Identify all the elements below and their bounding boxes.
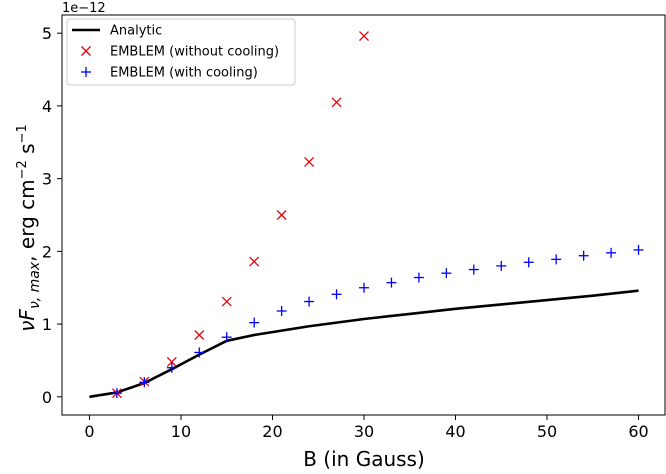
x-tick-label: 0 (84, 422, 94, 441)
point-with-cooling (221, 332, 232, 343)
point-without-cooling (331, 97, 342, 108)
point-with-cooling (551, 254, 562, 265)
point-without-cooling (304, 156, 315, 167)
point-with-cooling (441, 268, 452, 279)
y-tick-label: 4 (42, 97, 52, 116)
x-tick-label: 30 (354, 422, 374, 441)
y-label-main: νF (15, 309, 39, 332)
y-label-unit: , erg cm (15, 179, 39, 261)
y-offset-label: 1e−12 (62, 1, 106, 16)
legend-swatch-without-cooling (81, 46, 91, 56)
point-with-cooling (496, 260, 507, 271)
y-tick-label: 1 (42, 315, 52, 334)
point-without-cooling (359, 31, 369, 42)
point-with-cooling (249, 317, 260, 328)
y-tick-label: 5 (42, 24, 52, 43)
x-tick-label: 60 (628, 422, 648, 441)
point-with-cooling (166, 362, 177, 373)
point-without-cooling (249, 256, 260, 267)
y-tick-label: 3 (42, 170, 52, 189)
point-without-cooling (276, 210, 287, 220)
y-label-exp1: −2 (15, 160, 30, 179)
x-tick-label: 40 (445, 422, 465, 441)
x-tick-label: 50 (537, 422, 557, 441)
x-tick-label: 10 (171, 422, 191, 441)
point-with-cooling (523, 257, 534, 268)
point-with-cooling (633, 244, 644, 255)
x-axis-label: B (in Gauss) (303, 447, 425, 471)
point-with-cooling (111, 388, 122, 399)
point-with-cooling (413, 272, 424, 283)
point-with-cooling (194, 347, 205, 358)
point-with-cooling (359, 282, 369, 293)
analytic-line (89, 289, 639, 399)
y-tick-label: 0 (42, 388, 52, 407)
x-tick-label: 20 (262, 422, 282, 441)
point-without-cooling (194, 330, 205, 340)
y-axis-label: νFν, max, erg cm−2 s−1 (15, 124, 43, 331)
point-with-cooling (468, 264, 479, 275)
point-with-cooling (304, 296, 315, 307)
legend-box (66, 18, 296, 86)
point-with-cooling (386, 277, 397, 288)
point-with-cooling (276, 306, 287, 316)
legend-label: Analytic (110, 24, 162, 39)
point-without-cooling (221, 296, 232, 307)
point-with-cooling (139, 377, 150, 388)
y-label-sub: ν, max (27, 261, 43, 309)
y-label-exp2: −1 (15, 124, 30, 143)
y-label-s: s (15, 143, 39, 160)
legend-label: EMBLEM (without cooling) (110, 45, 279, 60)
legend-swatch-with-cooling (81, 67, 91, 77)
y-tick-label: 2 (42, 242, 52, 261)
point-with-cooling (331, 289, 342, 300)
point-with-cooling (606, 247, 617, 258)
legend-label: EMBLEM (with cooling) (110, 66, 258, 81)
point-without-cooling (166, 356, 177, 367)
point-with-cooling (578, 250, 589, 261)
